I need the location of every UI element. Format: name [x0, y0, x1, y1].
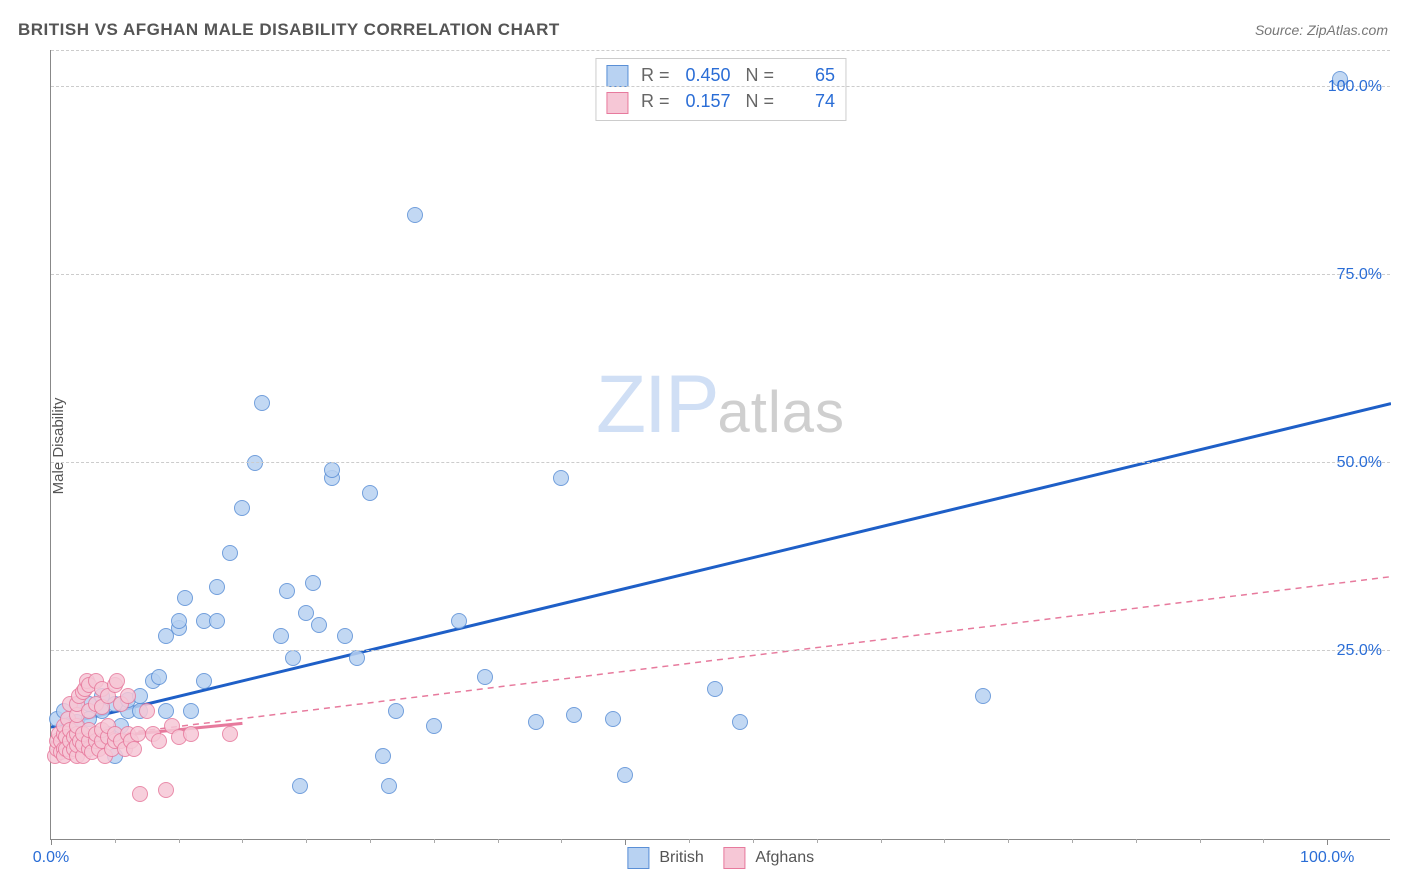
gridline — [51, 50, 1390, 51]
scatter-point — [375, 748, 391, 764]
scatter-point — [158, 782, 174, 798]
scatter-point — [451, 613, 467, 629]
scatter-point — [109, 673, 125, 689]
legend-swatch-british — [606, 65, 628, 87]
x-tick-label: 0.0% — [33, 849, 69, 867]
x-tick-minor — [179, 839, 180, 843]
x-tick-mark — [625, 839, 626, 845]
x-tick-minor — [370, 839, 371, 843]
x-tick-minor — [306, 839, 307, 843]
source-label: Source: ZipAtlas.com — [1255, 22, 1388, 38]
scatter-point — [732, 714, 748, 730]
scatter-point — [209, 579, 225, 595]
scatter-point — [183, 703, 199, 719]
legend-swatch-afghans — [606, 92, 628, 114]
scatter-point — [381, 778, 397, 794]
scatter-point — [617, 767, 633, 783]
scatter-point — [158, 703, 174, 719]
scatter-point — [566, 707, 582, 723]
scatter-point — [196, 673, 212, 689]
x-tick-minor — [498, 839, 499, 843]
scatter-point — [247, 455, 263, 471]
scatter-point — [130, 726, 146, 742]
x-tick-mark — [1327, 839, 1328, 845]
gridline — [51, 274, 1390, 275]
scatter-point — [177, 590, 193, 606]
scatter-point — [222, 545, 238, 561]
legend-swatch-icon — [724, 847, 746, 869]
x-tick-label: 100.0% — [1300, 849, 1354, 867]
scatter-point — [388, 703, 404, 719]
scatter-point — [349, 650, 365, 666]
scatter-point — [407, 207, 423, 223]
scatter-point — [605, 711, 621, 727]
legend-swatch-icon — [627, 847, 649, 869]
scatter-layer — [51, 50, 1390, 839]
scatter-point — [151, 669, 167, 685]
x-tick-minor — [817, 839, 818, 843]
scatter-point — [171, 613, 187, 629]
x-tick-minor — [434, 839, 435, 843]
scatter-point — [362, 485, 378, 501]
x-tick-minor — [753, 839, 754, 843]
scatter-point — [305, 575, 321, 591]
y-tick-label: 50.0% — [1337, 454, 1382, 472]
scatter-point — [285, 650, 301, 666]
scatter-point — [234, 500, 250, 516]
scatter-point — [279, 583, 295, 599]
x-tick-minor — [944, 839, 945, 843]
chart-area: ZIPatlas R = 0.450 N = 65 R = 0.157 N = … — [50, 50, 1390, 840]
scatter-point — [151, 733, 167, 749]
gridline — [51, 86, 1390, 87]
scatter-point — [139, 703, 155, 719]
scatter-point — [222, 726, 238, 742]
scatter-point — [477, 669, 493, 685]
scatter-point — [132, 786, 148, 802]
x-tick-minor — [1072, 839, 1073, 843]
y-tick-label: 100.0% — [1328, 78, 1382, 96]
scatter-point — [426, 718, 442, 734]
legend-item-afghans: Afghans — [724, 847, 814, 869]
x-tick-minor — [1008, 839, 1009, 843]
gridline — [51, 650, 1390, 651]
legend-correlation: R = 0.450 N = 65 R = 0.157 N = 74 — [595, 58, 846, 121]
x-tick-minor — [242, 839, 243, 843]
scatter-point — [528, 714, 544, 730]
scatter-point — [209, 613, 225, 629]
y-tick-label: 75.0% — [1337, 266, 1382, 284]
scatter-point — [183, 726, 199, 742]
legend-row-afghans: R = 0.157 N = 74 — [606, 89, 835, 115]
scatter-point — [120, 688, 136, 704]
scatter-point — [311, 617, 327, 633]
x-tick-minor — [1263, 839, 1264, 843]
x-tick-minor — [881, 839, 882, 843]
scatter-point — [292, 778, 308, 794]
scatter-point — [254, 395, 270, 411]
legend-item-british: British — [627, 847, 704, 869]
x-tick-minor — [1136, 839, 1137, 843]
scatter-point — [337, 628, 353, 644]
legend-series: British Afghans — [627, 847, 814, 869]
y-tick-label: 25.0% — [1337, 642, 1382, 660]
chart-title: BRITISH VS AFGHAN MALE DISABILITY CORREL… — [18, 20, 560, 40]
scatter-point — [273, 628, 289, 644]
scatter-point — [553, 470, 569, 486]
scatter-point — [707, 681, 723, 697]
x-tick-minor — [1200, 839, 1201, 843]
scatter-point — [126, 741, 142, 757]
x-tick-minor — [115, 839, 116, 843]
scatter-point — [975, 688, 991, 704]
gridline — [51, 462, 1390, 463]
x-tick-minor — [561, 839, 562, 843]
x-tick-mark — [51, 839, 52, 845]
x-tick-minor — [689, 839, 690, 843]
scatter-point — [324, 462, 340, 478]
